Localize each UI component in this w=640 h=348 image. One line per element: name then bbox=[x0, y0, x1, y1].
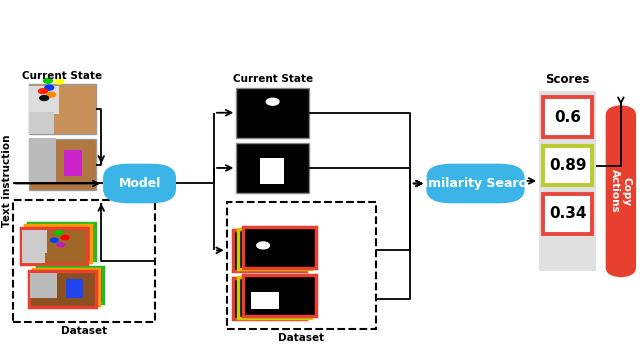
Bar bbox=[28, 223, 95, 260]
Bar bbox=[243, 276, 316, 316]
Text: Dataset: Dataset bbox=[278, 333, 324, 343]
Bar bbox=[66, 279, 83, 298]
Circle shape bbox=[45, 85, 54, 90]
Bar bbox=[233, 230, 306, 271]
FancyBboxPatch shape bbox=[426, 164, 525, 203]
Bar bbox=[236, 143, 309, 193]
Text: Model: Model bbox=[118, 177, 161, 190]
FancyBboxPatch shape bbox=[605, 105, 636, 278]
Circle shape bbox=[257, 242, 269, 249]
Bar bbox=[24, 226, 91, 262]
Bar bbox=[29, 137, 56, 183]
Circle shape bbox=[38, 89, 47, 94]
Text: Text instruction: Text instruction bbox=[2, 135, 12, 227]
Bar bbox=[29, 271, 95, 307]
Bar bbox=[29, 140, 95, 190]
Circle shape bbox=[47, 92, 56, 97]
Text: Copy
Actions: Copy Actions bbox=[610, 169, 632, 213]
Bar bbox=[252, 292, 279, 309]
Text: 0.34: 0.34 bbox=[549, 206, 586, 221]
Text: Dataset: Dataset bbox=[61, 326, 107, 336]
Bar bbox=[22, 250, 45, 263]
Bar bbox=[238, 229, 311, 269]
Bar bbox=[539, 91, 596, 271]
Circle shape bbox=[57, 243, 65, 247]
Bar bbox=[233, 278, 306, 319]
Text: Current State: Current State bbox=[22, 71, 102, 81]
Bar bbox=[33, 269, 99, 305]
Bar bbox=[243, 227, 316, 268]
Bar bbox=[227, 201, 376, 329]
FancyBboxPatch shape bbox=[103, 164, 176, 203]
Text: 0.89: 0.89 bbox=[549, 158, 586, 173]
Bar bbox=[543, 146, 593, 185]
Circle shape bbox=[55, 79, 64, 84]
Bar bbox=[29, 112, 54, 134]
Bar bbox=[64, 150, 81, 176]
Circle shape bbox=[55, 231, 63, 235]
Bar bbox=[238, 277, 311, 318]
Bar bbox=[20, 228, 87, 264]
Bar bbox=[260, 158, 284, 184]
Bar bbox=[29, 84, 95, 134]
Bar bbox=[236, 88, 309, 138]
Bar bbox=[22, 230, 47, 253]
Bar bbox=[36, 267, 103, 303]
Text: Similarity Search: Similarity Search bbox=[415, 177, 536, 190]
Circle shape bbox=[40, 96, 49, 101]
Circle shape bbox=[51, 238, 58, 242]
Text: 0.6: 0.6 bbox=[554, 110, 581, 125]
Circle shape bbox=[44, 78, 52, 83]
Text: Scores: Scores bbox=[545, 73, 590, 86]
Bar bbox=[13, 200, 155, 323]
Bar bbox=[29, 86, 59, 113]
Circle shape bbox=[266, 98, 279, 105]
Bar bbox=[30, 273, 57, 298]
Bar bbox=[543, 97, 593, 137]
Circle shape bbox=[61, 236, 69, 239]
Bar bbox=[543, 194, 593, 234]
Text: Current State: Current State bbox=[232, 74, 313, 84]
